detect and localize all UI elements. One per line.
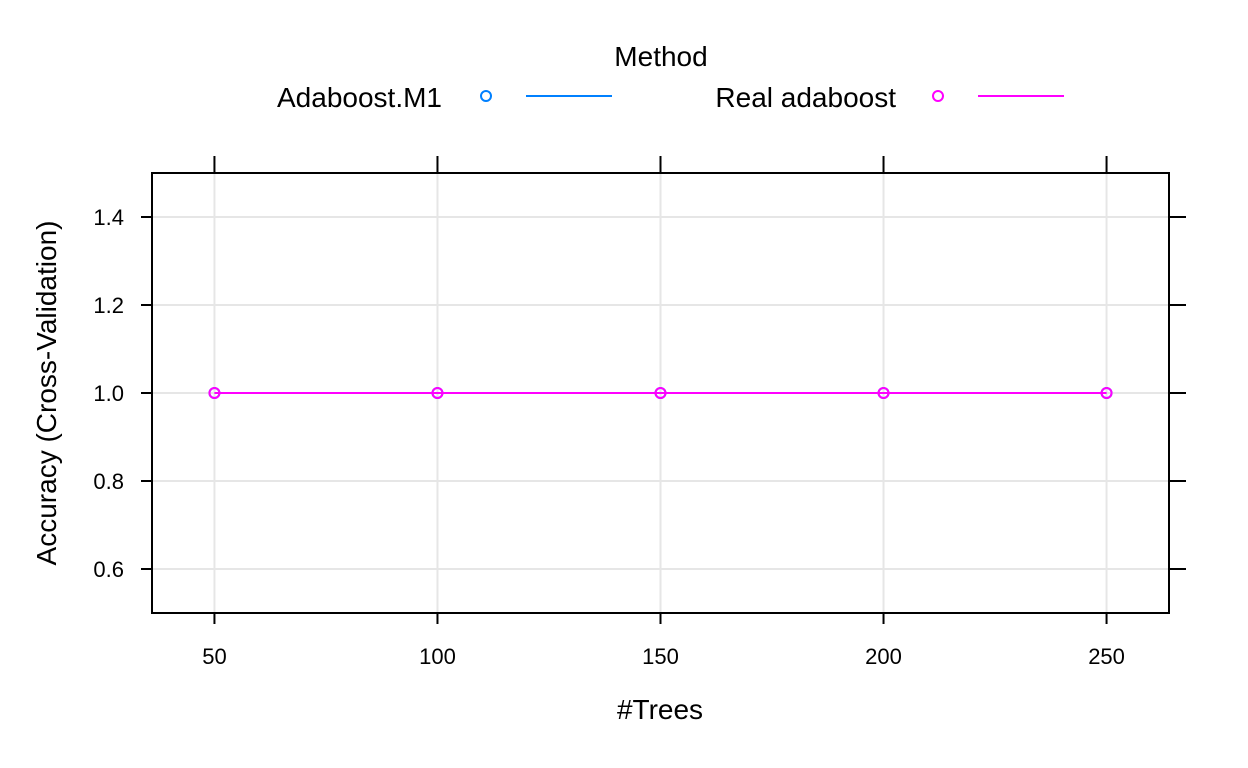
data-point-real-adaboost bbox=[1100, 387, 1113, 399]
x-tick-label: 150 bbox=[642, 644, 679, 669]
y-tick-label: 0.6 bbox=[93, 557, 124, 582]
data-point-real-adaboost bbox=[208, 387, 221, 399]
axis-ticks: 50 100 150 200 250 0.6 0.8 1.0 1.2 1.4 bbox=[93, 156, 1186, 669]
legend-title: Method bbox=[614, 41, 707, 72]
x-tick-label: 50 bbox=[202, 644, 226, 669]
y-tick-label: 1.2 bbox=[93, 293, 124, 318]
y-tick-label: 1.4 bbox=[93, 205, 124, 230]
x-tick-label: 250 bbox=[1088, 644, 1125, 669]
data-point-real-adaboost bbox=[654, 387, 667, 399]
series bbox=[208, 387, 1113, 399]
x-tick-label: 200 bbox=[865, 644, 902, 669]
data-point-real-adaboost bbox=[877, 387, 890, 399]
legend-marker-adaboost-m1 bbox=[480, 90, 492, 102]
legend-label-real-adaboost: Real adaboost bbox=[715, 82, 896, 113]
x-tick-label: 100 bbox=[419, 644, 456, 669]
data-point-real-adaboost bbox=[431, 387, 444, 399]
legend-marker-real-adaboost bbox=[932, 90, 944, 102]
plot-frame bbox=[151, 172, 1170, 614]
y-axis-label: Accuracy (Cross-Validation) bbox=[31, 221, 62, 566]
y-tick-label: 1.0 bbox=[93, 381, 124, 406]
legend-label-adaboost-m1: Adaboost.M1 bbox=[277, 82, 442, 113]
x-axis-label: #Trees bbox=[617, 694, 703, 725]
legend: Method Adaboost.M1 Real adaboost bbox=[277, 41, 1064, 113]
y-tick-label: 0.8 bbox=[93, 469, 124, 494]
